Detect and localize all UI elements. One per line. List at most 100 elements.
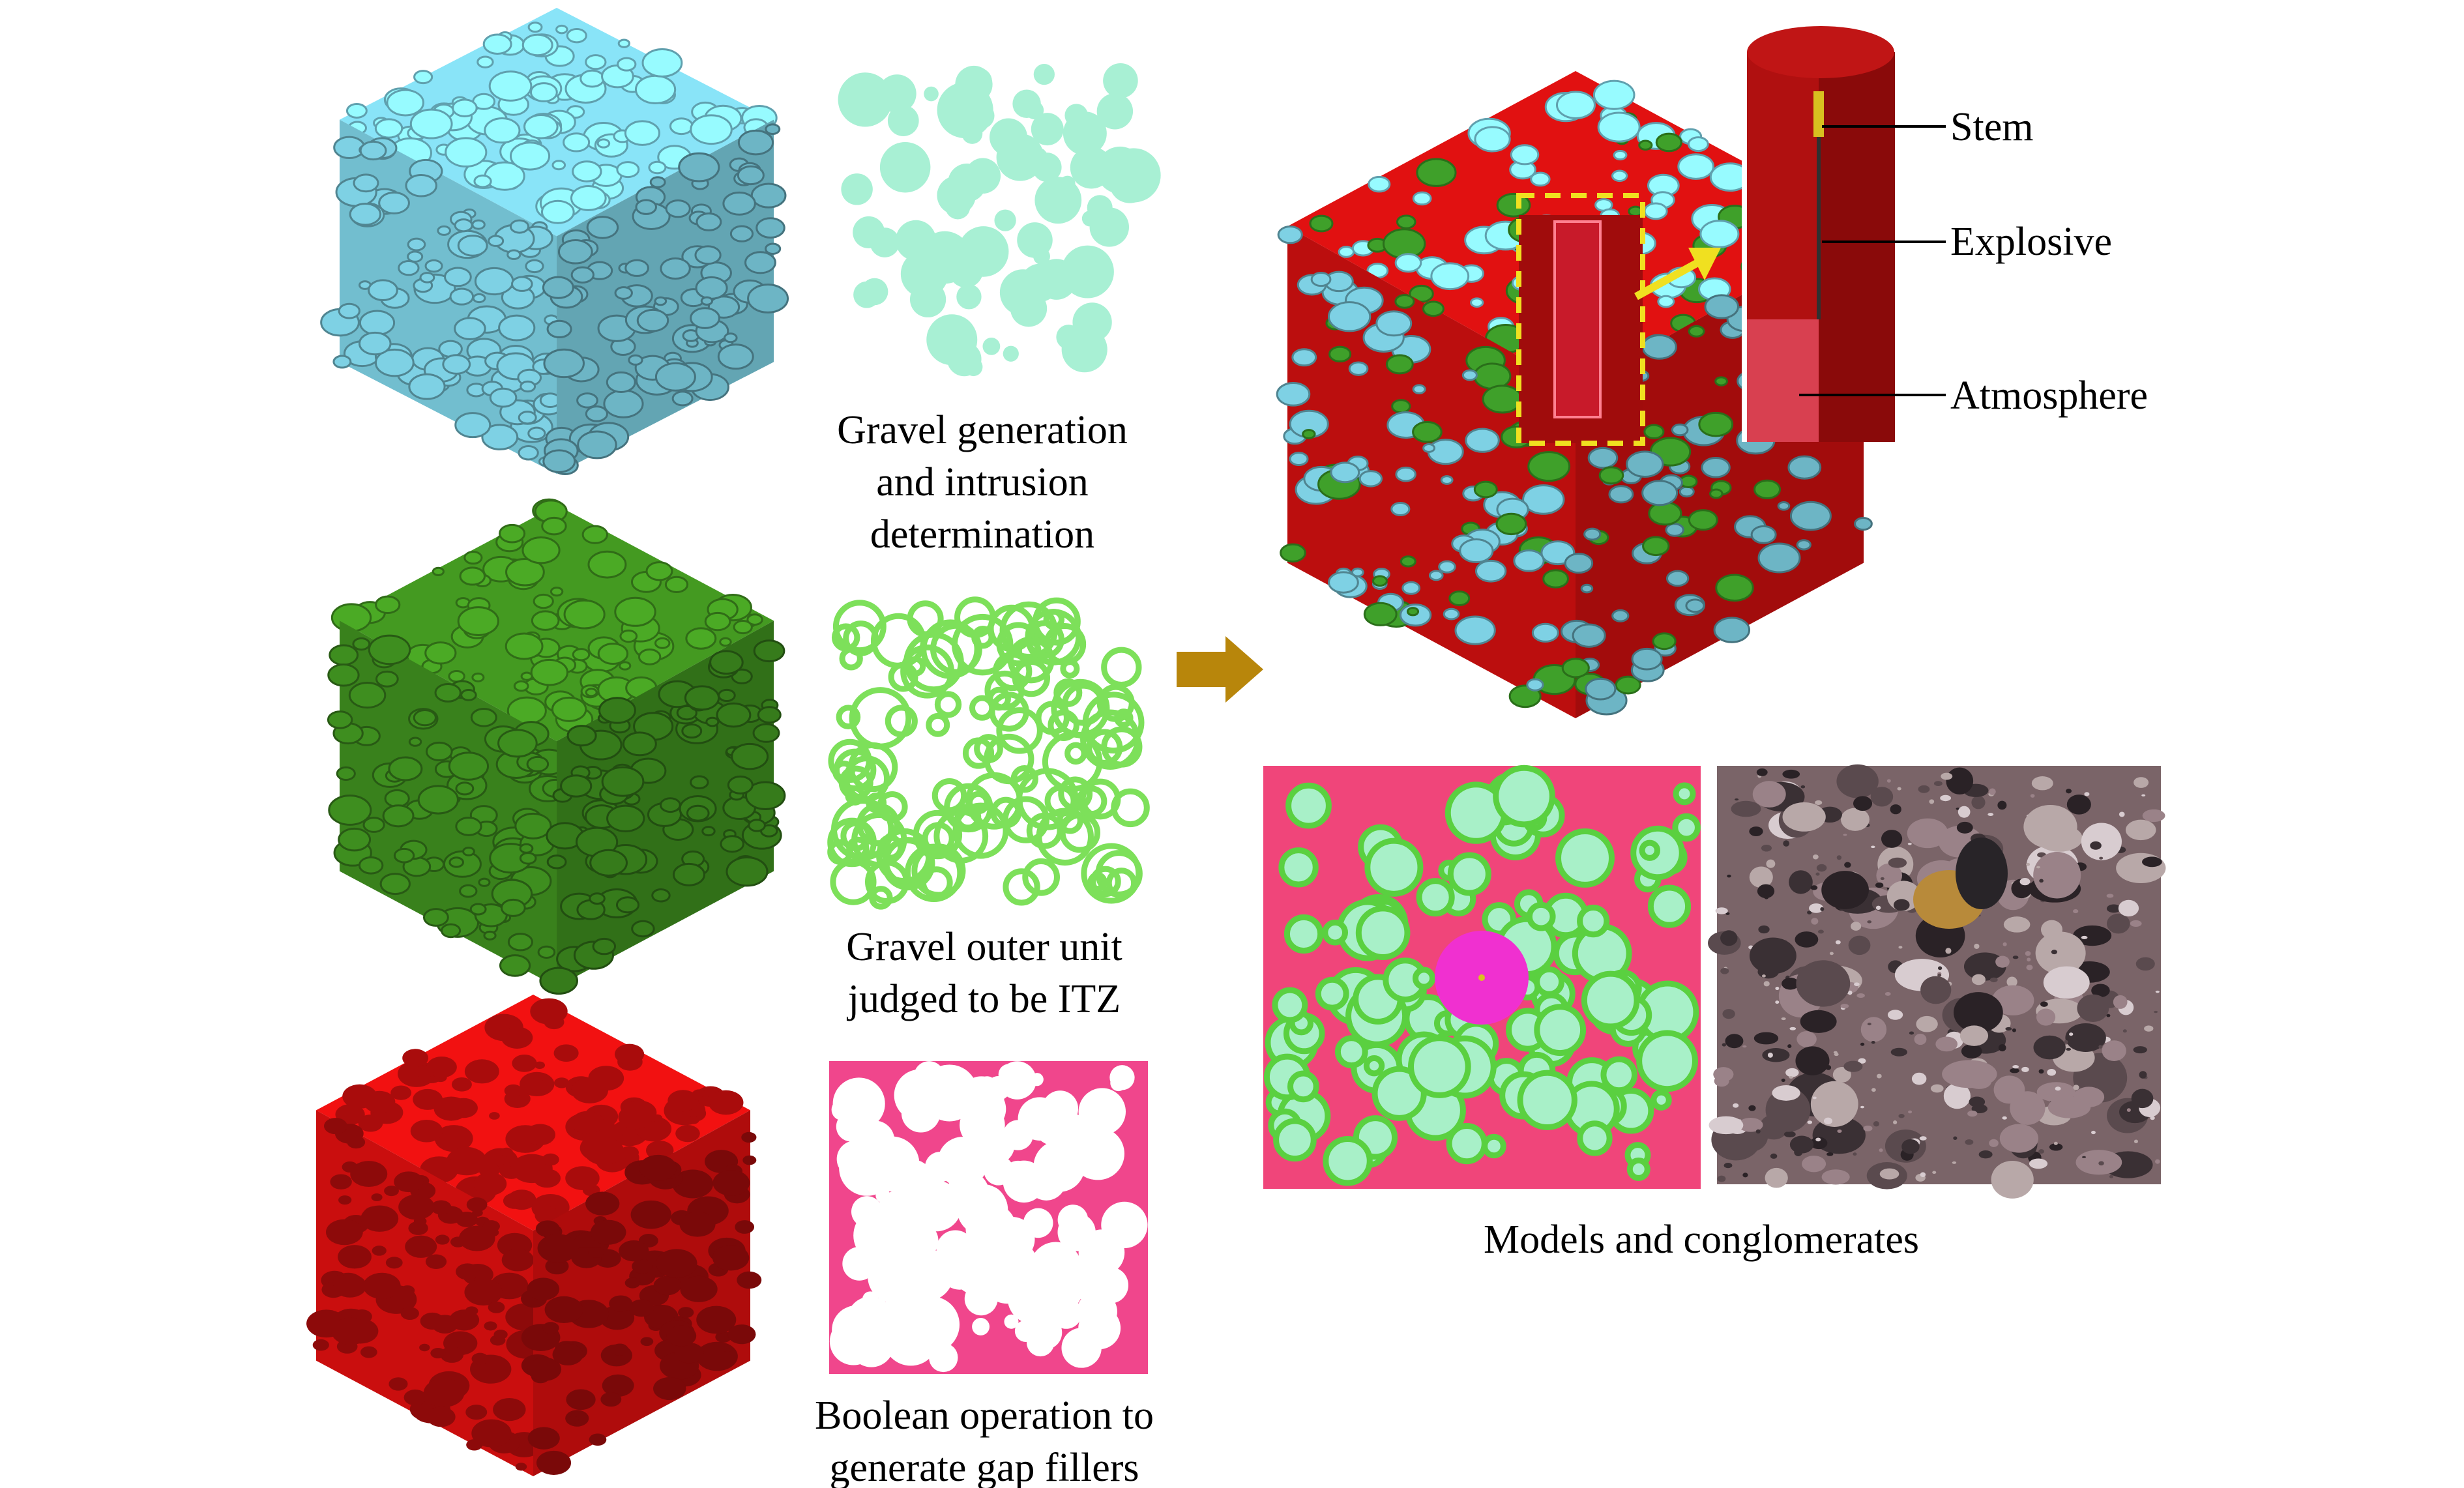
particle <box>557 239 593 265</box>
slice-circle <box>937 81 993 139</box>
photo-grain <box>1941 772 1953 780</box>
particle <box>1572 623 1606 648</box>
particle <box>757 706 782 724</box>
pore <box>522 1078 547 1095</box>
particle <box>585 54 607 70</box>
photo-grain <box>2051 950 2057 955</box>
photo-grain <box>1871 1040 1875 1044</box>
particle <box>1390 501 1411 517</box>
pore <box>423 1379 465 1407</box>
pore <box>609 1295 633 1312</box>
particle <box>651 888 671 903</box>
pore <box>465 1405 488 1420</box>
pore <box>542 1322 559 1334</box>
pore <box>624 1277 641 1289</box>
pore <box>426 1056 457 1078</box>
atmosphere-region <box>1747 319 1819 442</box>
slice-circle <box>1283 914 1324 954</box>
slice-circle <box>1016 768 1079 830</box>
particle <box>448 856 464 868</box>
particle <box>1587 446 1619 469</box>
particle <box>457 234 488 257</box>
pore <box>544 1015 565 1030</box>
photo-grain <box>1735 798 1739 801</box>
particle <box>533 593 554 609</box>
pore <box>326 1219 363 1246</box>
particle <box>332 355 352 369</box>
slice-circle <box>961 254 987 280</box>
pore <box>425 1254 447 1270</box>
slice-circle <box>1025 620 1064 659</box>
particle <box>1368 175 1391 193</box>
particle <box>1475 559 1507 583</box>
particle <box>1631 647 1663 671</box>
slice-circle <box>964 1282 998 1316</box>
particle <box>598 697 636 724</box>
photo-grain <box>1971 974 1986 985</box>
photo-grain <box>1901 1139 1920 1154</box>
particle <box>519 852 537 865</box>
slice-circle <box>1063 111 1107 156</box>
photo-grain <box>2043 966 2090 999</box>
particle <box>720 835 744 853</box>
particle <box>1777 501 1791 511</box>
pore <box>533 1169 561 1188</box>
photo-grain <box>2091 984 2110 998</box>
particle <box>1338 246 1355 258</box>
particle <box>1448 591 1471 606</box>
pore <box>403 1389 427 1406</box>
slice-circle <box>1089 207 1129 247</box>
particle <box>546 854 567 869</box>
particle <box>1648 501 1682 526</box>
photo-grain <box>1995 956 2010 968</box>
particle <box>530 658 568 686</box>
slice-circle <box>1081 211 1098 227</box>
photo-grain <box>1991 985 2034 1015</box>
particle <box>586 216 619 239</box>
particle <box>716 702 752 728</box>
particle <box>521 536 561 564</box>
photo-grain <box>1756 768 1768 776</box>
photo-grain <box>2025 951 2031 956</box>
photo-grain <box>2134 777 2149 788</box>
photo-grain <box>1742 1173 1748 1178</box>
pore <box>430 1200 452 1215</box>
particle <box>696 212 722 231</box>
particle <box>1400 555 1416 568</box>
particle <box>1642 536 1670 557</box>
particle <box>362 817 385 833</box>
photo-grain <box>1725 1034 1744 1049</box>
photo-grain <box>1893 1120 1898 1125</box>
particle <box>744 251 776 274</box>
particle <box>731 742 769 770</box>
photo-grain <box>2109 1174 2114 1178</box>
pore <box>645 1141 674 1160</box>
pore <box>708 1090 744 1115</box>
photo-grain <box>1836 764 1879 798</box>
photo-grain <box>1783 1131 1796 1138</box>
particle <box>511 276 533 292</box>
pore <box>350 1161 388 1188</box>
photo-grain <box>1898 946 1903 949</box>
photo-grain <box>1758 925 1770 934</box>
photo-grain <box>1800 1010 1837 1033</box>
particle <box>1510 144 1540 166</box>
slice-circle <box>1285 782 1332 829</box>
slice-circle <box>1025 147 1049 171</box>
photo-grain <box>1816 864 1827 872</box>
particle <box>1412 384 1426 394</box>
particle <box>474 267 514 296</box>
photo-grain <box>1761 845 1772 852</box>
pore <box>435 1234 450 1245</box>
slice-circle <box>1026 1328 1055 1357</box>
particle <box>413 708 437 727</box>
pore <box>504 1084 523 1098</box>
slice-circle <box>1033 63 1055 85</box>
particle <box>358 331 392 356</box>
particle <box>437 225 451 236</box>
photo-grain <box>1762 1048 1790 1062</box>
particle <box>393 847 415 864</box>
pore <box>611 1343 629 1356</box>
particle <box>551 160 566 171</box>
slice-circle <box>836 705 861 729</box>
